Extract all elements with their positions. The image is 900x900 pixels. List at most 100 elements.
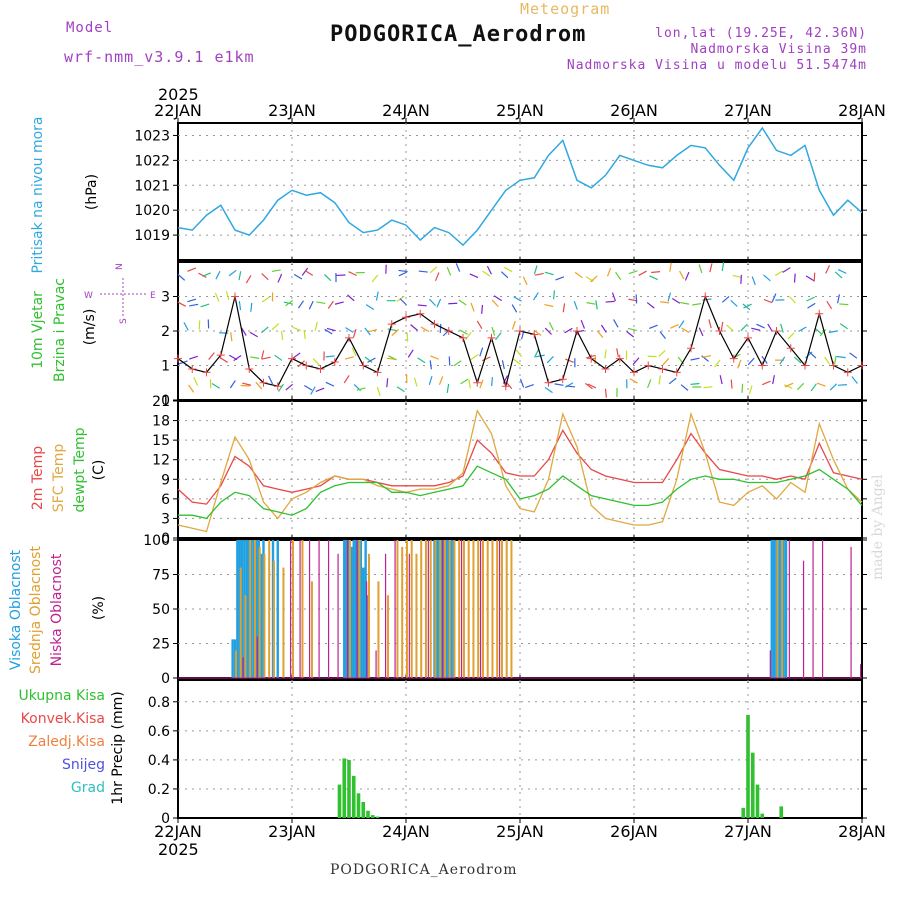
lonlat-label: lon,lat (19.25E, 42.36N): [655, 26, 867, 41]
wind-arrow: [629, 378, 638, 384]
wind-arrow: [177, 273, 186, 281]
cloud-bar: [268, 540, 271, 678]
compass-south: S: [119, 318, 129, 324]
precip-bar: [347, 759, 351, 818]
wind-arrow: [261, 350, 265, 360]
wind-arrow: [566, 385, 576, 388]
top-day-label: 23JAN: [268, 101, 316, 120]
cloud-bar: [346, 540, 349, 678]
cloud-bar: [505, 540, 508, 678]
wind-arrow: [814, 327, 823, 335]
wind-arrow: [708, 319, 712, 329]
wind-ytick-label: 0: [161, 393, 170, 409]
precip-legend-item: Ukupna Kisa: [18, 688, 105, 704]
bottom-day-label: 24JAN: [382, 822, 430, 841]
cloud-bar: [784, 540, 788, 678]
cloud-bar: [439, 540, 442, 678]
wind-arrow: [348, 271, 357, 277]
cloud-bar: [318, 540, 320, 678]
wind-arrow: [198, 272, 207, 278]
wind-arrow: [829, 383, 838, 391]
wind-arrow: [782, 267, 791, 273]
wind-arrow: [250, 302, 253, 312]
wind-arrow: [680, 384, 689, 391]
cloud-bar: [782, 540, 785, 678]
wind-arrow: [198, 320, 201, 330]
wind-arrow: [491, 299, 499, 308]
wind-arrow: [459, 329, 468, 335]
wind-arrow: [376, 386, 381, 396]
temperature-ytick-label: 12: [152, 453, 170, 469]
cloud-bar: [236, 540, 239, 678]
wind-arrow: [429, 360, 432, 370]
wind-arrow: [615, 271, 622, 281]
wind-arrow: [233, 355, 242, 362]
wind-arrow: [659, 331, 666, 339]
wind-arrow: [590, 275, 598, 283]
cloud-bar: [291, 540, 294, 678]
wind-arrow: [793, 273, 796, 283]
cloud-bar: [276, 540, 279, 678]
wind-arrow: [446, 266, 452, 276]
cloud-bar: [802, 560, 805, 678]
temp-sfc-label: SFC Temp: [51, 444, 67, 513]
wind-arrow: [511, 320, 516, 330]
wind-arrow: [839, 303, 849, 306]
wind-ylabel: 10m Vjetar: [30, 291, 46, 369]
footer-station: PODGORICA_Aerodrom: [330, 862, 518, 878]
wind-arrow: [667, 292, 672, 302]
wind-arrow: [837, 383, 847, 386]
wind-arrow: [849, 352, 858, 359]
temperature-ytick-label: 21: [152, 394, 170, 410]
cloud-bar: [453, 540, 456, 678]
temperature-ytick-label: 9: [161, 472, 170, 488]
wind-speed-marker: [858, 361, 866, 370]
top-day-label: 24JAN: [382, 101, 430, 120]
wind-arrow: [242, 382, 252, 386]
wind-arrow: [301, 267, 309, 276]
wind-arrow: [632, 357, 640, 365]
wind-arrow: [277, 273, 283, 283]
cloud-bar: [301, 540, 304, 678]
wind-arrow: [806, 296, 815, 302]
top-day-label: 25JAN: [496, 101, 544, 120]
wind-speed-marker: [231, 292, 239, 301]
wind-speed-marker: [273, 382, 282, 391]
wind-arrow: [533, 329, 542, 336]
wind-arrow: [189, 303, 199, 307]
wind-speed-marker: [729, 354, 738, 363]
wind-arrow: [660, 301, 670, 304]
wind-arrow: [740, 323, 748, 332]
cloud-bar: [477, 540, 480, 678]
wind-arrow: [767, 323, 773, 332]
wind-arrow: [732, 274, 742, 279]
temperature-ytick-label: 18: [152, 414, 170, 430]
wind-arrow: [628, 270, 638, 275]
wind-arrow: [669, 262, 672, 272]
bottom-day-label: 25JAN: [496, 822, 544, 841]
wind-arrow: [515, 349, 523, 358]
wind-arrow: [387, 328, 397, 332]
wind-arrow: [388, 355, 397, 361]
cloud-bar: [343, 540, 346, 678]
wind-arrow: [763, 274, 771, 282]
wind-arrow: [584, 382, 593, 390]
wind-speed-marker: [188, 364, 197, 373]
wind-arrow: [406, 332, 409, 342]
wind-arrow: [430, 355, 440, 360]
wind-speed-marker: [444, 327, 453, 335]
wind-arrow: [229, 380, 236, 389]
station-title: PODGORICA_Aerodrom: [330, 22, 587, 47]
top-day-label: 26JAN: [610, 101, 658, 120]
wind-arrow: [304, 270, 314, 276]
wind-arrow: [225, 291, 230, 301]
wind-arrow: [327, 300, 334, 309]
wind-arrow: [698, 264, 703, 274]
model-label: Model: [66, 20, 114, 36]
wind-arrow: [763, 298, 773, 304]
wind-arrow: [626, 331, 635, 338]
wind-arrow: [544, 304, 554, 308]
precip-bar: [755, 784, 760, 818]
wind-speed-marker: [288, 354, 296, 363]
